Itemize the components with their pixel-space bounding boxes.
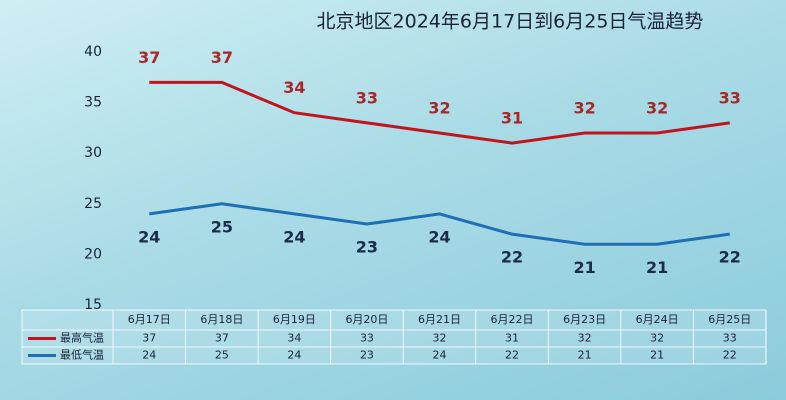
data-label: 32 [573,98,595,117]
table-value: 25 [215,349,229,362]
table-value: 31 [505,332,519,345]
table-value: 22 [505,349,519,362]
x-tick-label: 6月17日 [128,313,171,326]
data-label: 33 [356,88,378,107]
x-tick-label: 6月21日 [418,313,461,326]
data-label: 32 [646,98,668,117]
data-label: 33 [719,88,741,107]
table-value: 23 [360,349,374,362]
y-tick-label: 20 [84,246,102,262]
table-value: 32 [650,332,664,345]
legend-label: 最低气温 [60,348,104,362]
chart-title: 北京地区2024年6月17日到6月25日气温趋势 [317,11,704,33]
table-value: 34 [287,332,301,345]
data-label: 24 [138,227,160,246]
y-tick-label: 40 [84,44,102,60]
data-label: 22 [719,248,741,267]
data-label: 31 [501,109,523,128]
data-label: 37 [211,48,233,67]
data-label: 24 [283,227,305,246]
line [149,80,730,145]
data-label: 21 [573,258,595,277]
table-value: 22 [723,349,737,362]
data-label: 22 [501,248,523,267]
legend-label: 最高气温 [60,331,104,345]
table-value: 32 [433,332,447,345]
table-value: 24 [142,349,156,362]
x-tick-label: 6月25日 [708,313,751,326]
data-label: 24 [428,227,450,246]
data-label: 34 [283,78,305,97]
table-value: 37 [215,332,229,345]
table-value: 33 [723,332,737,345]
x-tick-label: 6月22日 [491,313,534,326]
data-label: 37 [138,48,160,67]
table-value: 24 [433,349,447,362]
y-tick-label: 15 [84,297,102,313]
table-value: 24 [287,349,301,362]
line [149,202,730,246]
x-tick-label: 6月19日 [273,313,316,326]
table-value: 37 [142,332,156,345]
table-value: 21 [650,349,664,362]
x-tick-label: 6月18日 [200,313,243,326]
x-tick-label: 6月23日 [563,313,606,326]
y-tick-label: 25 [84,196,102,212]
table-value: 21 [578,349,592,362]
data-label: 32 [428,98,450,117]
data-label: 23 [356,238,378,257]
x-tick-label: 6月20日 [345,313,388,326]
table-value: 32 [578,332,592,345]
y-tick-label: 35 [84,95,102,111]
data-label: 21 [646,258,668,277]
x-tick-label: 6月24日 [636,313,679,326]
data-label: 25 [211,217,233,236]
table-value: 33 [360,332,374,345]
y-tick-label: 30 [84,145,102,161]
